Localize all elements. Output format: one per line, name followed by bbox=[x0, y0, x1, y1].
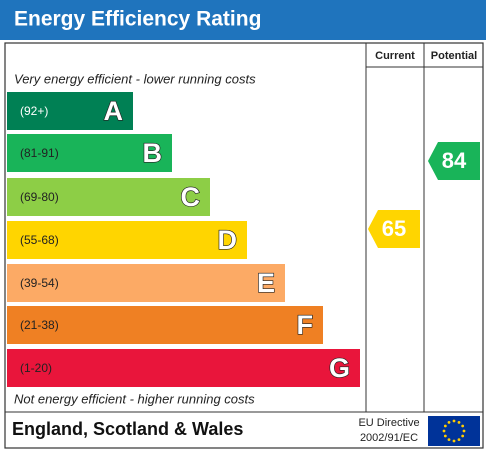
band-letter: F bbox=[297, 310, 314, 340]
eu-star bbox=[457, 420, 461, 424]
eu-star bbox=[447, 438, 451, 442]
band bbox=[7, 306, 323, 344]
band-letter: G bbox=[329, 353, 350, 383]
band-range: (69-80) bbox=[20, 190, 59, 204]
directive: 2002/91/EC bbox=[360, 432, 418, 444]
band-letter: E bbox=[257, 268, 275, 298]
title: Energy Efficiency Rating bbox=[14, 8, 261, 31]
eu-star bbox=[452, 439, 456, 443]
band-range: (1-20) bbox=[20, 361, 52, 375]
column-header: Potential bbox=[431, 50, 477, 62]
eu-star bbox=[461, 434, 465, 438]
band bbox=[7, 92, 133, 130]
eu-star bbox=[447, 420, 451, 424]
eu-star bbox=[442, 429, 446, 433]
band-letter: A bbox=[104, 96, 124, 126]
band-range: (21-38) bbox=[20, 318, 59, 332]
band-range: (92+) bbox=[20, 104, 48, 118]
top-note: Very energy efficient - lower running co… bbox=[14, 71, 256, 86]
potential-value: 84 bbox=[442, 148, 467, 173]
eu-star bbox=[443, 434, 447, 438]
band-range: (81-91) bbox=[20, 146, 59, 160]
directive: EU Directive bbox=[358, 417, 419, 429]
eu-star bbox=[443, 424, 447, 428]
current-arrow bbox=[368, 210, 420, 248]
current-value: 65 bbox=[382, 216, 406, 241]
frame bbox=[4, 42, 484, 449]
eu-star bbox=[461, 424, 465, 428]
column-header: Current bbox=[375, 50, 415, 62]
title-bar bbox=[0, 0, 486, 40]
potential-arrow bbox=[428, 142, 480, 180]
band bbox=[7, 134, 172, 172]
region: England, Scotland & Wales bbox=[12, 419, 243, 439]
eu-stars bbox=[442, 419, 466, 443]
band-range: (55-68) bbox=[20, 233, 59, 247]
eu-star bbox=[457, 438, 461, 442]
bottom-note: Not energy efficient - higher running co… bbox=[14, 391, 255, 406]
band-letter: D bbox=[218, 225, 238, 255]
band bbox=[7, 178, 210, 216]
eu-star bbox=[462, 429, 466, 433]
band bbox=[7, 349, 360, 387]
band bbox=[7, 221, 247, 259]
band-range: (39-54) bbox=[20, 276, 59, 290]
band bbox=[7, 264, 285, 302]
eu-star bbox=[452, 419, 456, 423]
band-letter: C bbox=[181, 182, 201, 212]
band-letter: B bbox=[143, 138, 163, 168]
